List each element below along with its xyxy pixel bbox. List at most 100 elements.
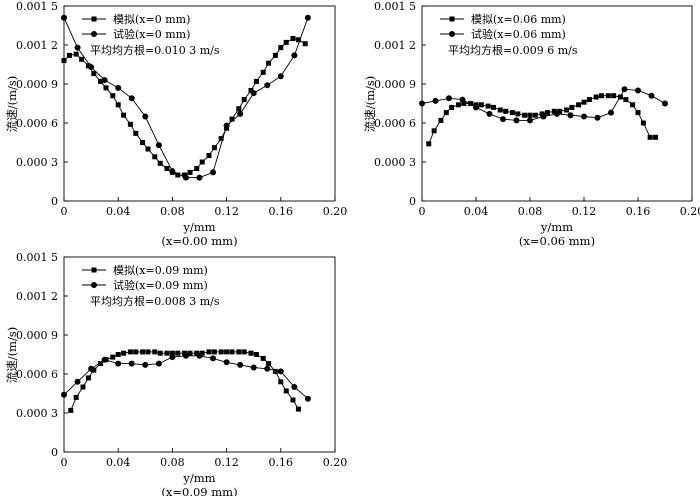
- y-axis-label: 流速/(m/s): [363, 76, 377, 133]
- data-point: [532, 112, 538, 118]
- data-point: [248, 88, 254, 93]
- data-point: [224, 349, 230, 355]
- legend-entry: 试验(x=0 mm): [82, 27, 190, 41]
- data-point: [187, 169, 193, 175]
- data-point: [266, 60, 272, 66]
- data-point: [635, 87, 641, 94]
- data-point: [581, 113, 587, 120]
- x-axis-label: y/mm: [182, 471, 215, 485]
- data-point: [522, 112, 528, 118]
- data-point: [196, 174, 203, 181]
- data-point: [101, 356, 108, 363]
- y-axis-label: 流速/(m/s): [5, 76, 19, 133]
- data-point: [459, 96, 466, 103]
- data-point: [68, 407, 74, 413]
- data-point: [278, 379, 284, 385]
- x-tick-label: 0.04: [106, 456, 131, 469]
- data-point: [127, 349, 133, 355]
- legend-label: 试验(x=0.06 mm): [471, 27, 566, 41]
- data-point: [283, 388, 289, 394]
- data-point: [157, 350, 163, 356]
- data-point: [253, 78, 259, 84]
- data-point: [485, 103, 491, 109]
- data-point: [157, 160, 163, 166]
- data-point: [513, 117, 520, 124]
- data-point: [169, 168, 176, 175]
- data-point: [623, 97, 629, 103]
- data-point: [557, 108, 563, 114]
- data-point: [272, 368, 278, 374]
- data-point: [196, 352, 203, 359]
- rms-annotation: 平均均方根=0.008 3 m/s: [90, 294, 220, 308]
- data-point: [206, 349, 212, 355]
- data-point: [576, 102, 582, 108]
- data-point: [73, 51, 79, 57]
- data-point: [218, 349, 224, 355]
- legend-marker: [91, 267, 97, 273]
- y-tick-label: 0.001 2: [374, 39, 416, 52]
- data-point: [164, 350, 170, 356]
- data-point: [653, 134, 659, 140]
- legend-entry: 试验(x=0.06 mm): [440, 27, 566, 41]
- data-point: [468, 101, 474, 106]
- data-point: [223, 122, 230, 129]
- y-tick-label: 0.000 9: [16, 78, 58, 91]
- data-point: [432, 97, 439, 104]
- x-tick-label: 0.20: [323, 456, 348, 469]
- data-point: [115, 84, 122, 91]
- data-point: [101, 77, 108, 84]
- legend-marker: [91, 31, 97, 37]
- data-point: [66, 52, 72, 58]
- data-point: [98, 361, 104, 367]
- x-tick-label: 0.16: [269, 205, 294, 218]
- data-point: [554, 110, 560, 117]
- data-point: [110, 354, 116, 360]
- series-circle: [61, 352, 311, 402]
- data-point: [503, 108, 509, 114]
- data-point: [295, 37, 301, 43]
- y-tick-label: 0.000 3: [374, 156, 416, 169]
- series-line: [63, 38, 306, 176]
- data-point: [581, 99, 587, 105]
- data-point: [266, 361, 272, 367]
- x-tick-label: 0: [61, 456, 68, 469]
- y-tick-label: 0.000 3: [16, 156, 58, 169]
- x-tick-label: 0.12: [214, 205, 239, 218]
- data-point: [218, 136, 224, 142]
- data-point: [241, 349, 247, 355]
- data-point: [605, 93, 611, 99]
- data-point: [551, 108, 557, 114]
- data-point: [79, 56, 85, 62]
- data-point: [61, 58, 67, 64]
- y-tick-label: 0.001 2: [16, 39, 58, 52]
- data-point: [250, 90, 257, 97]
- data-point: [237, 361, 244, 368]
- y-axis-label: 流速/(m/s): [5, 327, 19, 384]
- y-tick-label: 0: [409, 195, 416, 208]
- x-tick-label: 0.16: [626, 205, 651, 218]
- legend-entry: 模拟(x=0 mm): [82, 12, 190, 26]
- data-point: [127, 121, 133, 127]
- legend-marker: [91, 282, 97, 288]
- data-point: [80, 384, 86, 390]
- data-point: [229, 116, 235, 122]
- data-point: [443, 110, 449, 116]
- data-point: [211, 349, 217, 355]
- plot-frame: [63, 5, 336, 202]
- data-point: [73, 394, 79, 400]
- data-point: [545, 110, 551, 116]
- x-axis-label: y/mm: [182, 220, 215, 234]
- x-tick-label: 0: [419, 205, 426, 218]
- data-point: [142, 113, 149, 120]
- rms-annotation: 平均均方根=0.010 3 m/s: [90, 43, 220, 57]
- data-point: [527, 117, 533, 124]
- data-point: [61, 14, 67, 21]
- data-point: [290, 397, 296, 403]
- data-point: [431, 128, 437, 134]
- data-point: [236, 106, 242, 112]
- data-point: [648, 92, 655, 99]
- legend-entry: 模拟(x=0.06 mm): [440, 12, 566, 26]
- data-point: [199, 159, 205, 165]
- data-point: [194, 166, 200, 171]
